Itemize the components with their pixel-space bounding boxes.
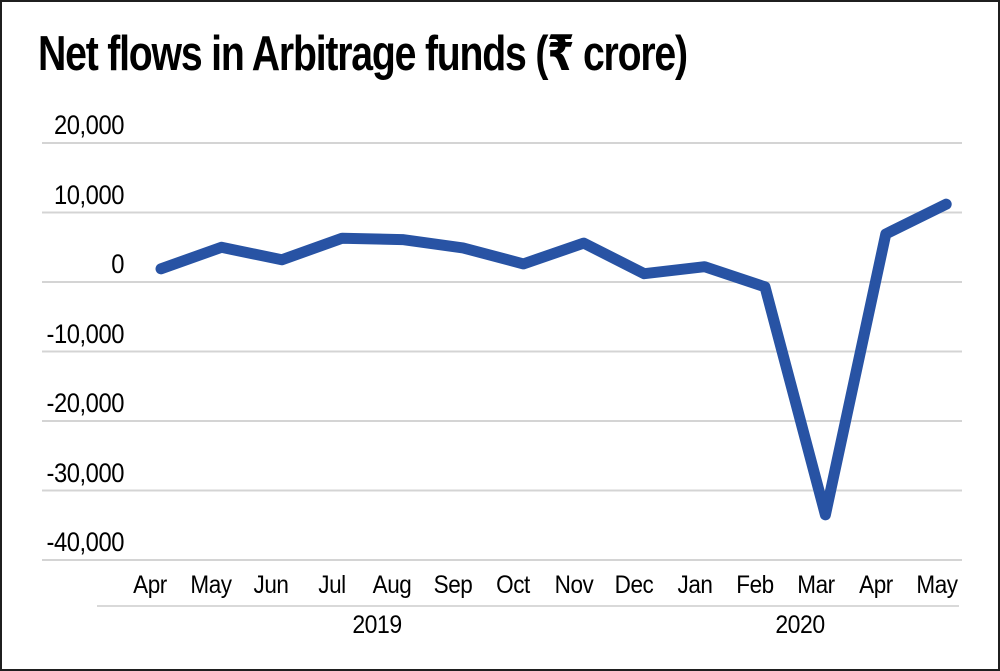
x-axis-month-label: Feb	[736, 571, 774, 599]
x-axis-month-label: Jul	[317, 571, 346, 599]
x-axis-month-label: Aug	[372, 571, 412, 599]
x-axis-month-label: May	[189, 571, 232, 599]
x-axis-month-label: Jun	[253, 571, 289, 599]
x-axis-year-label: 2020	[775, 611, 826, 639]
y-axis-tick-label: -20,000	[46, 388, 124, 418]
x-axis-month-label: Apr	[859, 571, 893, 599]
x-axis-month-label: Sep	[433, 571, 472, 599]
x-axis-month-label: Mar	[796, 571, 835, 599]
y-axis-tick-label: -40,000	[46, 527, 124, 557]
y-axis-tick-label: -10,000	[46, 318, 124, 349]
y-axis-tick-label: -30,000	[46, 457, 124, 488]
net-flows-line-series	[155, 198, 952, 521]
x-axis-month-label: Nov	[554, 571, 593, 599]
x-axis-month-label: Jan	[677, 571, 712, 599]
x-axis-month-label: Apr	[133, 571, 167, 599]
y-axis-tick-label: 20,000	[53, 110, 124, 140]
x-axis-month-label: May	[915, 571, 958, 599]
y-axis-tick-label: 10,000	[53, 179, 124, 210]
x-axis-month-label: Dec	[614, 571, 654, 599]
y-axis-tick-label: 0	[111, 249, 124, 279]
x-axis-month-label: Oct	[496, 571, 530, 599]
x-axis-year-label: 2019	[352, 611, 402, 639]
chart-title: Net flows in Arbitrage funds (₹ crore)	[38, 27, 688, 81]
